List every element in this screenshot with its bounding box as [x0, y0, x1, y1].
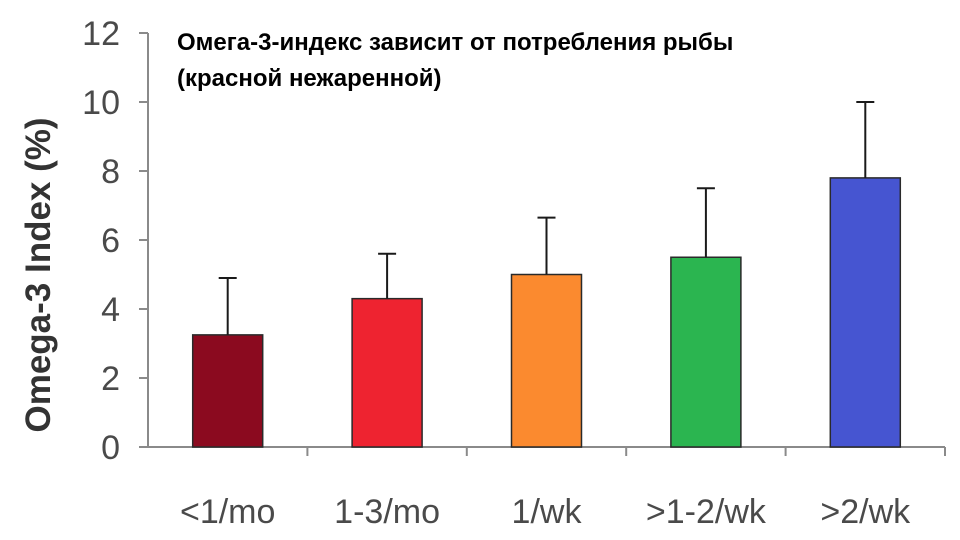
- chart-title-line-2: (красной нежаренной): [177, 65, 442, 92]
- bar: [670, 256, 742, 448]
- error-bars: [218, 101, 875, 335]
- chart-title-line-1: Омега-3-индекс зависит от потребления ры…: [177, 29, 733, 56]
- bar: [191, 334, 264, 448]
- y-tick-label: 0: [101, 429, 120, 467]
- y-tick-label: 12: [82, 15, 120, 53]
- bars: [191, 177, 902, 448]
- y-tick-label: 6: [101, 222, 120, 260]
- bar: [510, 273, 583, 448]
- bar: [351, 297, 423, 448]
- y-tick-label: 10: [82, 84, 120, 122]
- x-category-label: >2/wk: [820, 493, 911, 531]
- category-labels: <1/mo 1-3/mo 1/wk >1-2/wk >2/wk: [180, 493, 911, 531]
- x-category-label: <1/mo: [180, 493, 275, 531]
- x-category-label: 1-3/mo: [334, 493, 440, 531]
- x-category-label: >1-2/wk: [646, 493, 767, 531]
- axes: 0 2 4 6 8 10 12: [82, 15, 946, 467]
- y-axis-title: Omega-3 Index (%): [19, 117, 58, 432]
- x-category-label: 1/wk: [512, 493, 583, 531]
- y-tick-label: 4: [101, 291, 120, 329]
- y-tick-label: 2: [101, 360, 120, 398]
- bar: [829, 177, 902, 448]
- y-tick-label: 8: [101, 153, 120, 191]
